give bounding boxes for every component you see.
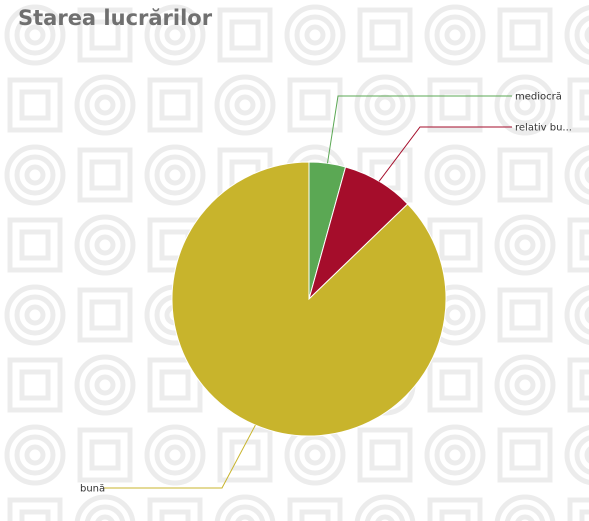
leader-line-2 — [378, 126, 512, 182]
leader-line-3 — [104, 424, 256, 489]
pie-slice-3[interactable] — [171, 161, 447, 437]
slice-label-2: relativ bu... — [515, 123, 572, 134]
chart-title: Starea lucrărilor — [18, 6, 213, 30]
leader-line-1 — [327, 95, 512, 164]
slice-label-3: bună — [80, 484, 105, 495]
slice-label-1: mediocră — [515, 92, 562, 103]
